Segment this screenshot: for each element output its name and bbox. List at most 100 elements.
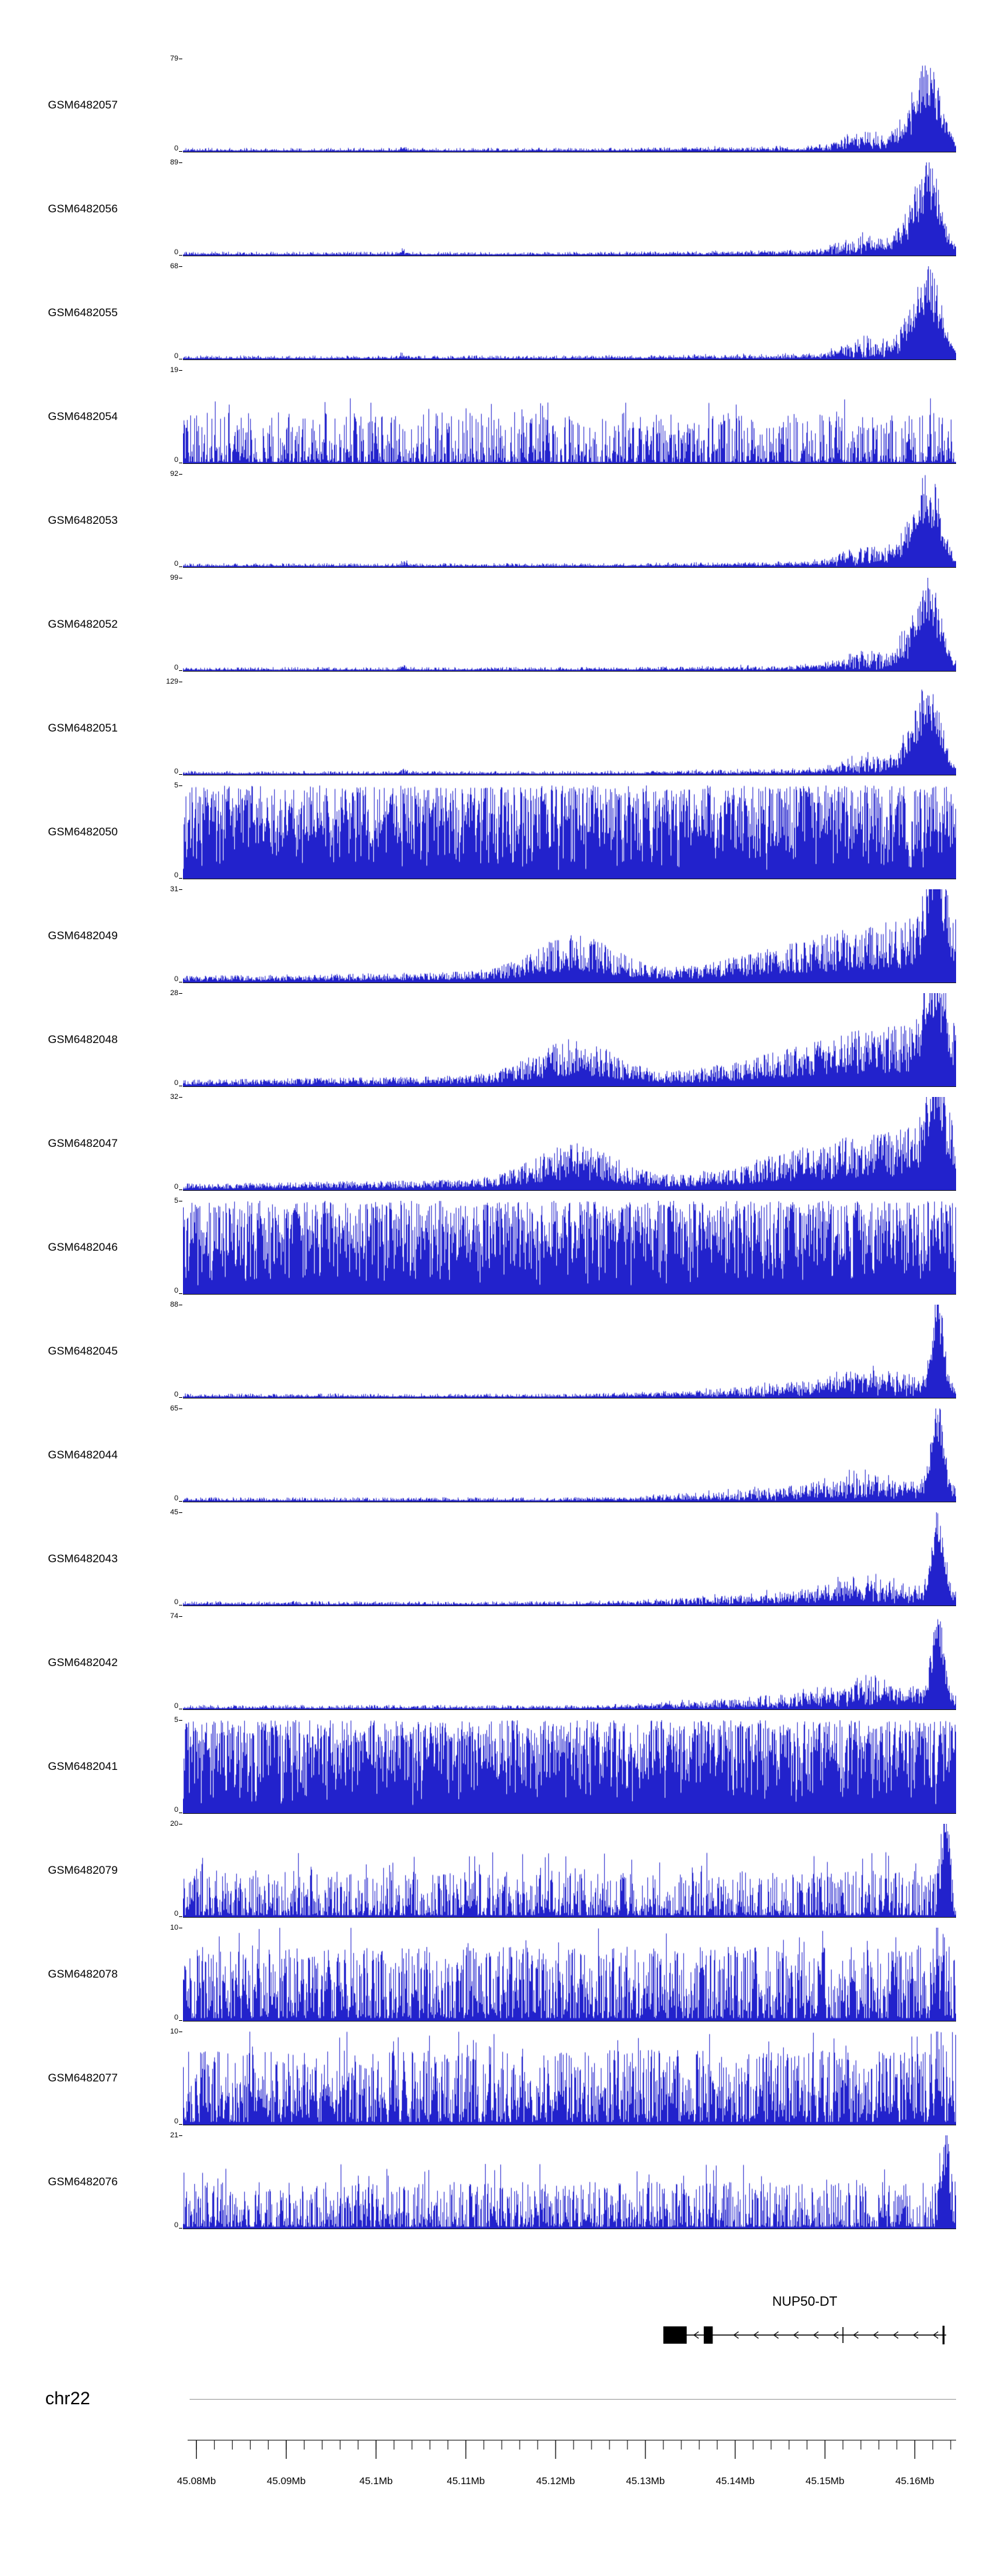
y-axis-top-tick [179, 889, 182, 890]
axis-tick-label: 45.14Mb [716, 2475, 754, 2487]
plot-area [183, 266, 956, 360]
gene-strand-arrow-left [812, 2331, 819, 2339]
plot-area [183, 889, 956, 983]
y-axis-top-tick [179, 474, 182, 475]
y-axis-zero-tick [179, 1189, 182, 1190]
y-axis-top-tick [179, 1824, 182, 1825]
track-row: GSM6482078 10 0 [0, 1924, 998, 2032]
track-label: GSM6482053 [48, 514, 118, 527]
y-axis-zero-label: 0 [174, 456, 178, 464]
track-row: GSM6482055 68 0 [0, 263, 998, 370]
y-axis-max-label: 129 [166, 678, 178, 686]
y-axis-top-tick [179, 2135, 182, 2136]
track-label: GSM6482041 [48, 1760, 118, 1773]
y-axis-zero-label: 0 [174, 2221, 178, 2229]
y-axis-zero-label: 0 [174, 664, 178, 672]
plot-area [183, 1824, 956, 1918]
axis-tick-label: 45.15Mb [806, 2475, 844, 2487]
plot-area [183, 474, 956, 568]
track-label: GSM6482042 [48, 1656, 118, 1669]
y-axis-zero-label: 0 [174, 2117, 178, 2125]
plot-area [183, 1097, 956, 1191]
plot-area [183, 1616, 956, 1710]
y-axis-top-tick [179, 1408, 182, 1409]
y-axis-max-label: 74 [170, 1612, 178, 1620]
track-row: GSM6482049 31 0 [0, 885, 998, 993]
gene-label: NUP50-DT [772, 2294, 838, 2309]
y-axis-max-label: 65 [170, 1404, 178, 1412]
plot-area [183, 682, 956, 775]
gene-strand-arrow-left [752, 2331, 759, 2339]
gene-strand-arrow-left [832, 2331, 839, 2339]
y-axis-zero-label: 0 [174, 1287, 178, 1295]
coverage-signal-canvas [183, 1305, 956, 1398]
track-row: GSM6482056 89 0 [0, 159, 998, 266]
y-axis-max-label: 20 [170, 1820, 178, 1828]
gene-strand-arrow-left [932, 2331, 939, 2339]
y-axis-max-label: 10 [170, 1924, 178, 1932]
y-axis-zero-tick [179, 566, 182, 567]
track-row: GSM6482051 129 0 [0, 678, 998, 785]
y-axis-zero-label: 0 [174, 1702, 178, 1710]
y-axis-zero-tick [179, 878, 182, 879]
gene-exon [703, 2326, 713, 2344]
track-row: GSM6482042 74 0 [0, 1612, 998, 1720]
track-label: GSM6482045 [48, 1345, 118, 1357]
y-axis-max-label: 10 [170, 2028, 178, 2036]
y-axis-zero-tick [179, 2228, 182, 2229]
y-axis-max-label: 99 [170, 574, 178, 582]
y-axis-zero-tick [179, 1293, 182, 1294]
genome-axis-ruler: 45.08Mb 45.09Mb 45.1Mb 45.11Mb 45.12Mb 45.13M… [177, 2440, 956, 2487]
track-label: GSM6482048 [48, 1033, 118, 1046]
track-row: GSM6482053 92 0 [0, 471, 998, 578]
y-axis-zero-label: 0 [174, 1494, 178, 1502]
axis-tick-label: 45.09Mb [267, 2475, 305, 2487]
y-axis-zero-label: 0 [174, 975, 178, 983]
y-axis-top-tick [179, 1616, 182, 1617]
track-row: GSM6482046 5 0 [0, 1197, 998, 1305]
coverage-signal-canvas [183, 1720, 956, 1813]
axis-tick-label: 45.1Mb [359, 2475, 393, 2487]
y-axis-zero-tick [179, 1916, 182, 1917]
plot-area [183, 162, 956, 256]
track-label: GSM6482057 [48, 99, 118, 111]
track-label: GSM6482078 [48, 1968, 118, 1980]
y-axis-top-tick [179, 370, 182, 371]
y-axis-zero-label: 0 [174, 144, 178, 152]
y-axis-max-label: 31 [170, 885, 178, 893]
coverage-signal-canvas [183, 474, 956, 567]
track-label: GSM6482049 [48, 929, 118, 942]
track-row: GSM6482041 5 0 [0, 1717, 998, 1824]
y-axis-zero-label: 0 [174, 1598, 178, 1606]
track-label: GSM6482043 [48, 1552, 118, 1565]
gene-strand-arrow-left [772, 2331, 779, 2339]
y-axis-zero-tick [179, 774, 182, 775]
y-axis-max-label: 45 [170, 1508, 178, 1516]
coverage-signal-canvas [183, 266, 956, 359]
track-label: GSM6482044 [48, 1448, 118, 1461]
coverage-signal-canvas [183, 2135, 956, 2229]
y-axis-max-label: 88 [170, 1301, 178, 1309]
y-axis-zero-label: 0 [174, 1183, 178, 1191]
gene-strand-arrow-left [892, 2331, 899, 2339]
track-label: GSM6482055 [48, 306, 118, 319]
plot-area [183, 785, 956, 879]
track-row: GSM6482047 32 0 [0, 1094, 998, 1201]
y-axis-zero-tick [179, 1605, 182, 1606]
coverage-signal-canvas [183, 1201, 956, 1294]
track-label: GSM6482052 [48, 618, 118, 630]
y-axis-zero-label: 0 [174, 1910, 178, 1918]
track-row: GSM6482050 5 0 [0, 782, 998, 889]
plot-area [183, 993, 956, 1087]
y-axis-zero-label: 0 [174, 767, 178, 775]
y-axis-zero-tick [179, 2020, 182, 2021]
track-row: GSM6482048 28 0 [0, 990, 998, 1097]
axis-tick-label: 45.13Mb [626, 2475, 665, 2487]
track-label: GSM6482051 [48, 722, 118, 734]
y-axis-zero-label: 0 [174, 352, 178, 360]
coverage-signal-canvas [183, 2032, 956, 2125]
y-axis-top-tick [179, 1097, 182, 1098]
coverage-signal-canvas [183, 1928, 956, 2021]
y-axis-top-tick [179, 993, 182, 994]
